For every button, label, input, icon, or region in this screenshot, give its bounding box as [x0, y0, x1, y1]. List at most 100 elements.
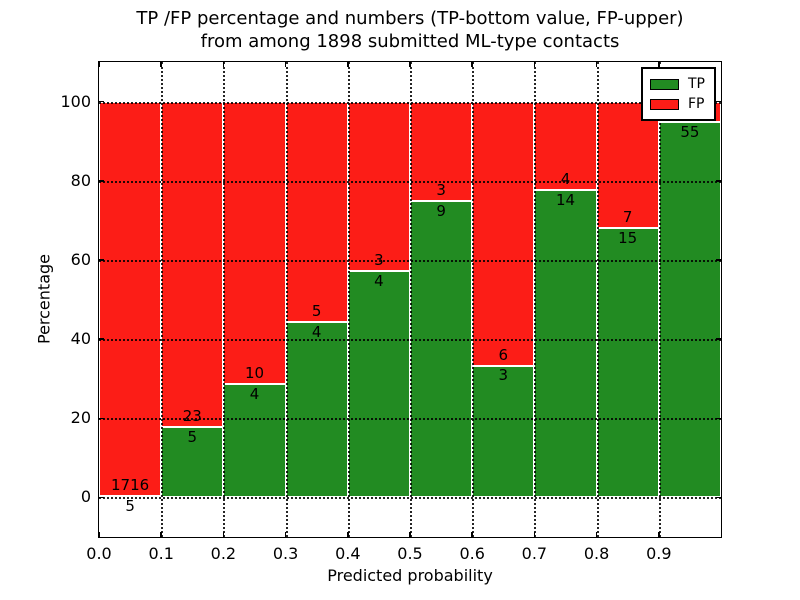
legend-label-fp: FP: [688, 96, 705, 112]
tp-count-label: 4: [311, 322, 322, 341]
v-gridline: [285, 62, 288, 537]
bar-bin: [161, 62, 224, 537]
x-tick-mark: [222, 62, 225, 67]
chart-title: TP /FP percentage and numbers (TP-bottom…: [99, 7, 721, 53]
bar-segment-fp: [347, 101, 410, 272]
bar-bin: [223, 62, 286, 537]
tp-count-label: 15: [618, 228, 638, 247]
bar-segment-fp: [285, 101, 348, 322]
bar-segment-tp: [285, 321, 348, 498]
x-tick-mark: [409, 62, 411, 67]
x-tick-mark: [471, 62, 473, 67]
tp-count-label: 5: [125, 497, 135, 516]
tp-count-label: 4: [249, 385, 260, 404]
x-tick-label: 0.4: [335, 544, 361, 563]
fp-count-label: 23: [182, 406, 202, 425]
plot-area: TP FP 1716 5 23 5 10 4 5 4 3 4 3 9 6 3 4 14 7 15 55: [98, 61, 722, 538]
x-tick-mark: [533, 532, 536, 537]
fp-count-label: 3: [436, 180, 446, 199]
bar-bin: [596, 62, 659, 537]
y-tick-label: 0: [80, 487, 91, 507]
v-gridline: [534, 62, 537, 537]
y-tick-mark: [716, 338, 721, 340]
fp-count-label: 7: [622, 207, 633, 226]
y-tick-label: 20: [70, 408, 91, 428]
bar-bin: [347, 62, 410, 537]
fp-count-label: 6: [498, 345, 509, 364]
tp-count-label: 55: [680, 123, 700, 142]
x-tick-label: 0.6: [459, 544, 485, 563]
x-tick-label: 0.0: [86, 544, 112, 563]
x-tick-label: 0.3: [272, 544, 299, 563]
bar-segment-fp: [161, 101, 224, 427]
x-tick-mark: [347, 62, 349, 67]
y-tick-mark: [99, 259, 104, 261]
bar-bin: [410, 62, 473, 537]
bar-segment-tp: [223, 384, 286, 498]
x-tick-label: 0.1: [148, 544, 174, 563]
y-tick-mark: [99, 496, 104, 499]
tp-count-label: 9: [436, 201, 446, 220]
x-tick-mark: [595, 532, 598, 537]
bar-bin: [534, 62, 597, 537]
y-tick-mark: [99, 180, 104, 182]
y-tick-mark: [716, 496, 721, 499]
fp-count-label: 10: [244, 364, 265, 383]
x-tick-mark: [284, 62, 287, 67]
y-tick-mark: [99, 417, 104, 419]
bar-bin: [472, 62, 535, 537]
bar-segment-fp: [99, 101, 162, 497]
x-tick-mark: [160, 532, 162, 537]
tp-count-label: 3: [498, 366, 509, 385]
x-tick-mark: [160, 62, 162, 67]
bar-segment-tp: [410, 200, 473, 498]
x-tick-mark: [658, 532, 660, 537]
x-tick-mark: [98, 62, 100, 67]
y-tick-label: 100: [60, 91, 91, 111]
v-gridline: [596, 62, 599, 537]
x-tick-mark: [658, 62, 660, 67]
x-tick-mark: [409, 532, 411, 537]
fp-count-label: 5: [311, 301, 322, 320]
bar-segment-tp: [596, 227, 659, 498]
legend-item-fp: FP: [650, 94, 705, 114]
legend-item-tp: TP: [650, 74, 705, 94]
tp-swatch-icon: [650, 78, 679, 90]
y-tick-mark: [716, 100, 721, 103]
bar-bin: [99, 62, 162, 537]
x-tick-mark: [222, 532, 225, 537]
y-tick-mark: [716, 259, 721, 261]
bar-segment-tp: [472, 365, 535, 498]
x-tick-mark: [98, 532, 100, 537]
x-tick-mark: [533, 62, 536, 67]
fp-swatch-icon: [650, 98, 679, 110]
y-tick-label: 40: [70, 329, 91, 349]
y-tick-mark: [716, 417, 721, 419]
v-gridline: [472, 62, 475, 537]
x-tick-mark: [284, 532, 287, 537]
chart-title-line1: TP /FP percentage and numbers (TP-bottom…: [136, 8, 684, 29]
legend: TP FP: [641, 67, 716, 121]
x-tick-label: 0.9: [646, 544, 672, 563]
chart-title-line2: from among 1898 submitted ML-type contac…: [200, 31, 620, 52]
x-tick-mark: [595, 62, 598, 67]
fp-count-label: 3: [374, 251, 384, 270]
bar-segment-tp: [161, 426, 224, 498]
y-tick-label: 60: [70, 249, 91, 269]
x-tick-label: 0.7: [521, 544, 548, 563]
x-tick-label: 0.2: [210, 544, 237, 563]
bar-segment-fp: [223, 101, 286, 385]
tp-count-label: 4: [374, 272, 384, 291]
fp-count-label: 4: [560, 169, 571, 188]
v-gridline: [161, 62, 164, 537]
x-tick-label: 0.8: [583, 544, 610, 563]
v-gridline: [658, 62, 661, 537]
tp-count-label: 14: [555, 190, 576, 209]
x-tick-mark: [471, 532, 473, 537]
y-tick-mark: [99, 338, 104, 340]
x-tick-label: 0.5: [397, 544, 423, 563]
fp-count-label: 1716: [111, 476, 150, 495]
y-tick-mark: [99, 100, 104, 103]
bar-segment-tp: [347, 271, 410, 498]
